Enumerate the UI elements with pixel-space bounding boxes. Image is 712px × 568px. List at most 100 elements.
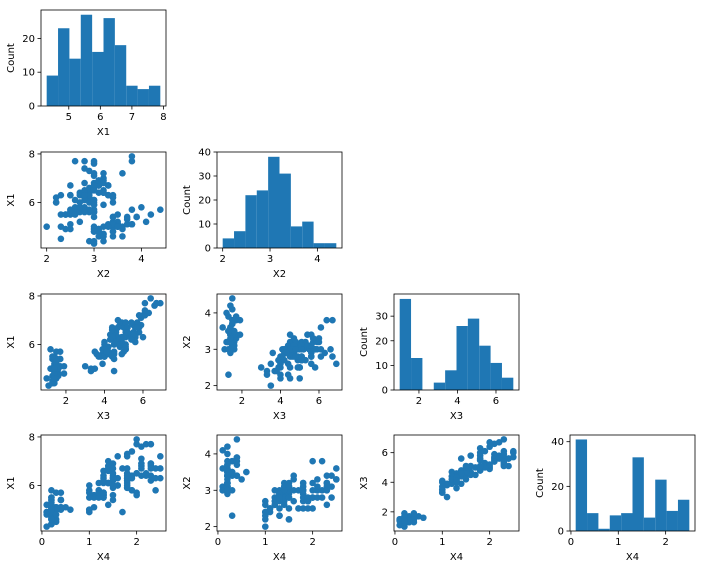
panel-X3_hist: 2 4 6 0 10 20 30 X3 Count — [359, 293, 520, 422]
scatter-point — [467, 471, 475, 479]
scatter-point — [139, 333, 147, 341]
scatter-point — [114, 482, 122, 489]
histogram-bar — [69, 58, 81, 106]
scatter-point — [323, 316, 330, 324]
scatter-point — [453, 477, 460, 485]
scatter-point — [100, 223, 107, 230]
scatter-point — [51, 365, 58, 372]
scatter-point — [328, 494, 335, 501]
marks-X4_vs_X2 — [219, 436, 340, 530]
scatter-point — [309, 479, 316, 487]
scatter-point — [472, 471, 479, 479]
scatter-point — [128, 153, 136, 160]
scatter-point — [219, 446, 226, 454]
scatter-point — [43, 223, 50, 230]
x-tick-label: 6 — [97, 112, 103, 123]
scatter-point — [228, 512, 236, 520]
scatter-point — [323, 472, 331, 480]
scatter-point — [333, 476, 340, 483]
scatter-point — [57, 503, 65, 511]
scatter-point — [495, 455, 503, 462]
scatter-point — [90, 170, 98, 177]
x-tick-label: 3 — [267, 254, 273, 265]
scatter-point — [67, 220, 74, 228]
scatter-point — [333, 360, 340, 368]
marks-X3_vs_X1 — [43, 295, 164, 389]
histogram-bar — [575, 439, 588, 531]
marks-X4_vs_X3 — [396, 436, 517, 530]
y-tick-label: 0 — [382, 386, 388, 397]
scatter-point — [67, 225, 74, 233]
scatter-point — [90, 201, 98, 209]
scatter-point — [157, 474, 164, 482]
y-tick-label: 40 — [198, 148, 211, 159]
scatter-point — [457, 470, 465, 477]
scatter-point — [142, 440, 150, 448]
scatter-point — [138, 460, 145, 467]
scatter-point — [81, 208, 88, 216]
scatter-point — [476, 462, 484, 470]
histogram-bar — [126, 85, 138, 106]
y-tick-label: 10 — [198, 220, 211, 231]
scatter-point — [290, 472, 298, 480]
histogram-bar — [302, 221, 314, 248]
x-tick-label: 2 — [239, 396, 245, 407]
scatter-point — [100, 170, 107, 177]
scatter-point — [233, 436, 241, 443]
marks-X2_vs_X1 — [43, 153, 164, 247]
scatter-point — [269, 349, 277, 357]
scatter-point — [157, 206, 164, 213]
scatter-point — [100, 237, 107, 245]
x-axis-label: X4 — [97, 552, 110, 563]
x-tick-label: 2 — [416, 396, 422, 407]
scatter-point — [290, 497, 298, 505]
x-axis-label: X2 — [97, 269, 110, 280]
scatter-point — [133, 470, 140, 477]
y-tick-label: 3 — [205, 345, 211, 356]
axes-frame — [40, 293, 167, 391]
scatter-point — [81, 157, 88, 165]
scatter-point — [238, 476, 245, 483]
scatter-point — [87, 365, 95, 372]
y-axis-label: X2 — [182, 476, 193, 489]
histogram-bar — [587, 513, 599, 531]
y-axis-label: Count — [535, 468, 546, 498]
scatter-point — [318, 457, 326, 465]
x-tick-label: 6 — [493, 396, 499, 407]
x-tick-label: 1 — [615, 537, 621, 548]
y-tick-label: 4 — [382, 478, 388, 489]
scatter-point — [90, 228, 98, 235]
scatter-point — [109, 474, 117, 482]
y-tick-label: 4 — [205, 449, 211, 460]
histogram-bar — [58, 28, 70, 106]
scatter-point — [304, 331, 311, 339]
scatter-point — [81, 203, 88, 211]
scatter-point — [100, 189, 107, 197]
x-axis-label: X1 — [97, 127, 110, 138]
scatter-point — [109, 233, 117, 240]
scatter-point — [128, 474, 136, 482]
axes-frame — [40, 434, 167, 532]
x-axis-label: X2 — [273, 269, 286, 280]
scatter-point — [500, 436, 508, 443]
panel-X3_vs_X2: 2 4 6 2 3 4 X3 X2 — [182, 293, 343, 422]
scatter-point — [48, 520, 55, 528]
histogram-bar — [245, 195, 257, 248]
histogram-bar — [103, 18, 115, 106]
scatter-point — [153, 299, 160, 307]
scatter-point — [128, 220, 136, 228]
scatter-point — [317, 353, 325, 360]
marks-X2_hist — [222, 156, 337, 248]
scatter-point — [119, 170, 126, 177]
scatter-point — [279, 353, 286, 360]
scatter-point — [110, 367, 118, 375]
scatter-point — [224, 476, 231, 483]
x-axis-label: X4 — [626, 552, 639, 563]
scatter-point — [224, 443, 231, 450]
scatter-point — [95, 353, 102, 360]
scatter-point — [228, 468, 236, 476]
scatter-point — [123, 484, 131, 492]
axes-frame — [569, 434, 696, 532]
